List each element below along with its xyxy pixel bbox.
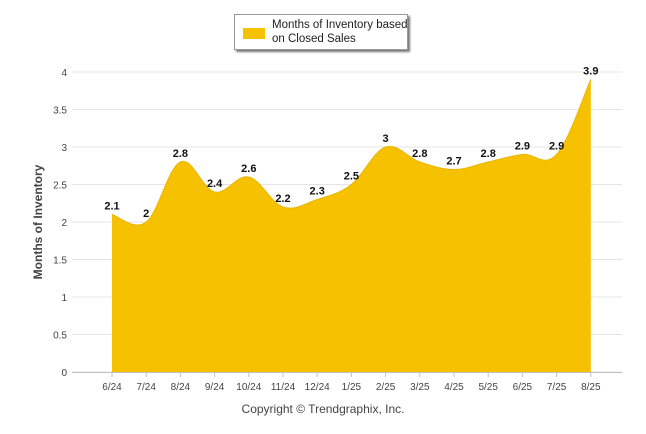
data-labels: 2.1 2 2.8 2.4 2.6 2.2 2.3 2.5 3 2.8 2.7 2.8 2.9 2.9 3.… — [104, 66, 598, 221]
data-label: 3.9 — [583, 66, 598, 78]
y-tick-label: 1 — [61, 293, 67, 304]
data-label: 2.8 — [481, 148, 496, 160]
x-tick-label: 3/25 — [410, 382, 430, 393]
data-label: 3 — [383, 133, 389, 145]
y-tick-label: 2 — [61, 218, 67, 229]
x-tick-label: 6/24 — [102, 382, 122, 393]
x-tick-label: 7/24 — [136, 382, 156, 393]
data-label: 2.7 — [446, 156, 461, 168]
x-tick-label: 1/25 — [342, 382, 362, 393]
y-axis-title: Months of Inventory — [31, 164, 45, 279]
x-tick-label: 8/25 — [581, 382, 601, 393]
y-tick-label: 4 — [61, 68, 67, 79]
y-tick-label: 3 — [61, 143, 67, 154]
legend-swatch — [243, 28, 265, 39]
x-tick-label: 6/25 — [513, 382, 533, 393]
y-tick-label: 0 — [61, 368, 67, 379]
data-label: 2.2 — [275, 193, 290, 205]
data-label: 2.9 — [549, 141, 564, 153]
data-label: 2.3 — [310, 186, 325, 198]
y-tick-label: 1.5 — [53, 256, 67, 267]
series-line — [111, 79, 592, 226]
x-tick-label: 2/25 — [376, 382, 396, 393]
x-tick-label: 7/25 — [547, 382, 567, 393]
data-label: 2.8 — [173, 148, 188, 160]
data-label: 2.5 — [344, 171, 359, 183]
y-tick-label: 0.5 — [53, 331, 67, 342]
x-tick-label: 4/25 — [444, 382, 464, 393]
area-fill — [112, 79, 591, 372]
data-label: 2.8 — [412, 148, 427, 160]
legend-label: Months of Inventory based on Closed Sale… — [272, 19, 408, 45]
x-tick-label: 9/24 — [205, 382, 225, 393]
data-label: 2.9 — [515, 141, 530, 153]
x-tick-label: 12/24 — [305, 382, 330, 393]
copyright-text: Copyright © Trendgraphix, Inc. — [241, 402, 405, 416]
x-tick-label: 11/24 — [271, 382, 296, 393]
legend: Months of Inventory based on Closed Sale… — [234, 14, 408, 50]
y-tick-label: 2.5 — [53, 181, 67, 192]
x-axis: 6/24 7/24 8/24 9/24 10/24 11/24 12/24 1/25 2/25 3… — [72, 372, 622, 393]
area-series — [111, 79, 592, 372]
data-label: 2.4 — [207, 178, 223, 190]
y-tick-label: 3.5 — [53, 106, 67, 117]
x-tick-label: 8/24 — [171, 382, 191, 393]
x-tick-label: 10/24 — [236, 382, 261, 393]
data-label: 2.6 — [241, 163, 256, 175]
data-label: 2 — [143, 208, 149, 220]
y-axis: 0 0.5 1 1.5 2 2.5 3 3.5 4 — [53, 68, 67, 379]
x-tick-label: 5/25 — [478, 382, 498, 393]
data-label: 2.1 — [104, 201, 119, 213]
